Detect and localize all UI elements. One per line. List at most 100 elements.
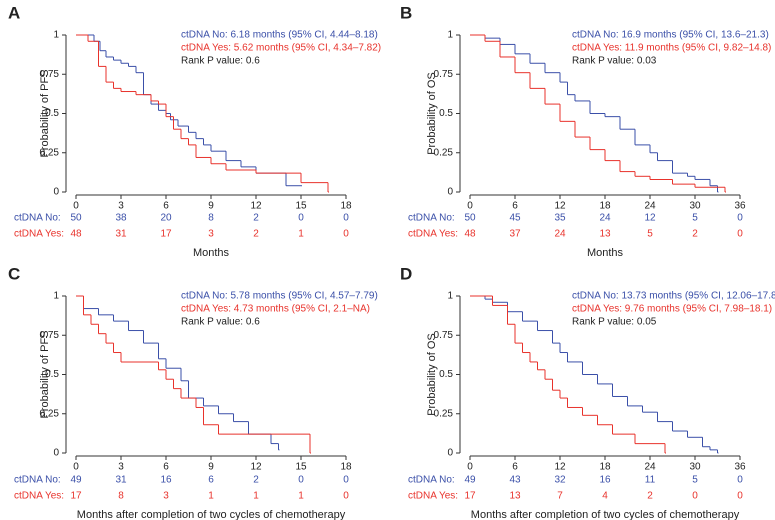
risk-count: 8 <box>118 491 124 502</box>
risk-count: 16 <box>160 475 172 486</box>
x-tick-label: 24 <box>644 201 656 212</box>
risk-count: 37 <box>509 229 521 240</box>
x-tick-label: 15 <box>295 462 307 473</box>
y-tick-label: 0.5 <box>439 108 453 119</box>
x-tick-label: 30 <box>689 201 701 212</box>
y-tick-label: 0.75 <box>434 69 454 80</box>
x-tick-label: 18 <box>340 201 352 212</box>
y-tick-label: 0.25 <box>434 408 454 419</box>
risk-count: 0 <box>298 213 304 224</box>
y-tick-label: 0 <box>53 187 59 198</box>
risk-count: 38 <box>115 213 127 224</box>
risk-count: 5 <box>692 475 698 486</box>
risk-count: 7 <box>557 491 563 502</box>
legend-entry: ctDNA No: 13.73 months (95% CI, 12.06–17… <box>572 291 775 302</box>
risk-count: 13 <box>599 229 611 240</box>
x-tick-label: 18 <box>599 462 611 473</box>
risk-row-label: ctDNA No: <box>14 213 61 224</box>
legend-entry: ctDNA No: 6.18 months (95% CI, 4.44–8.18… <box>181 30 378 41</box>
panel-label: D <box>400 264 412 283</box>
risk-count: 0 <box>298 475 304 486</box>
y-tick-label: 0.75 <box>40 69 60 80</box>
legend-entry: ctDNA Yes: 9.76 months (95% CI, 7.98–18.… <box>572 304 772 315</box>
risk-count: 20 <box>160 213 172 224</box>
annotation: Rank P value: 0.6 <box>181 56 260 67</box>
y-tick-label: 0 <box>53 448 59 459</box>
risk-count: 11 <box>645 475 656 486</box>
risk-count: 43 <box>509 475 521 486</box>
y-tick-label: 0.75 <box>40 330 60 341</box>
x-tick-label: 30 <box>689 462 701 473</box>
annotation: Rank P value: 0.05 <box>572 317 657 328</box>
risk-count: 3 <box>208 229 214 240</box>
risk-count: 0 <box>343 213 349 224</box>
x-tick-label: 12 <box>250 462 262 473</box>
risk-count: 50 <box>464 213 476 224</box>
risk-count: 45 <box>509 213 521 224</box>
risk-count: 0 <box>737 229 743 240</box>
x-tick-label: 24 <box>644 462 656 473</box>
risk-row-label: ctDNA Yes: <box>408 229 458 240</box>
x-tick-label: 6 <box>512 462 518 473</box>
risk-count: 32 <box>554 475 566 486</box>
risk-count: 31 <box>115 229 127 240</box>
risk-count: 1 <box>298 491 304 502</box>
risk-row-label: ctDNA No: <box>14 475 61 486</box>
y-axis-title: Probability of PFS <box>39 69 51 157</box>
risk-count: 17 <box>70 491 82 502</box>
legend-entry: ctDNA No: 16.9 months (95% CI, 13.6–21.3… <box>572 30 769 41</box>
y-tick-label: 0.5 <box>45 369 59 380</box>
risk-count: 5 <box>692 213 698 224</box>
x-tick-label: 12 <box>554 201 566 212</box>
y-axis-title: Probability of PFS <box>39 330 51 418</box>
x-tick-label: 3 <box>118 201 124 212</box>
x-tick-label: 0 <box>73 201 79 212</box>
x-tick-label: 6 <box>512 201 518 212</box>
x-tick-label: 12 <box>250 201 262 212</box>
x-tick-label: 9 <box>208 201 214 212</box>
x-tick-label: 36 <box>734 462 746 473</box>
y-tick-label: 0.5 <box>45 108 59 119</box>
risk-count: 2 <box>253 229 259 240</box>
x-tick-label: 0 <box>73 462 79 473</box>
risk-count: 2 <box>253 475 259 486</box>
legend-entry: ctDNA Yes: 4.73 months (95% CI, 2.1–NA) <box>181 304 370 315</box>
y-tick-label: 0 <box>447 187 453 198</box>
y-axis-title: Probability of OS <box>426 72 438 155</box>
y-tick-label: 1 <box>447 291 453 302</box>
panel-label: A <box>8 3 20 22</box>
risk-row-label: ctDNA Yes: <box>14 491 64 502</box>
y-axis-title: Probability of OS <box>426 333 438 416</box>
risk-count: 48 <box>464 229 476 240</box>
risk-count: 0 <box>343 229 349 240</box>
legend-entry: ctDNA Yes: 5.62 months (95% CI, 4.34–7.8… <box>181 43 381 54</box>
x-tick-label: 3 <box>118 462 124 473</box>
x-axis-title: Months <box>193 247 230 259</box>
risk-row-label: ctDNA No: <box>408 475 455 486</box>
risk-count: 4 <box>602 491 608 502</box>
risk-count: 3 <box>163 491 169 502</box>
x-tick-label: 12 <box>554 462 566 473</box>
y-tick-label: 0 <box>447 448 453 459</box>
risk-count: 0 <box>737 491 743 502</box>
risk-count: 0 <box>343 491 349 502</box>
risk-count: 49 <box>70 475 82 486</box>
risk-count: 31 <box>115 475 127 486</box>
annotation: Rank P value: 0.03 <box>572 56 657 67</box>
risk-count: 35 <box>554 213 566 224</box>
x-tick-label: 18 <box>340 462 352 473</box>
x-tick-label: 36 <box>734 201 746 212</box>
x-tick-label: 9 <box>208 462 214 473</box>
risk-count: 24 <box>554 229 566 240</box>
risk-count: 17 <box>464 491 476 502</box>
risk-count: 8 <box>208 213 214 224</box>
risk-count: 24 <box>599 213 611 224</box>
panel-label: C <box>8 264 20 283</box>
risk-count: 0 <box>737 213 743 224</box>
legend-entry: ctDNA Yes: 11.9 months (95% CI, 9.82–14.… <box>572 43 771 54</box>
risk-count: 0 <box>692 491 698 502</box>
x-tick-label: 6 <box>163 462 169 473</box>
